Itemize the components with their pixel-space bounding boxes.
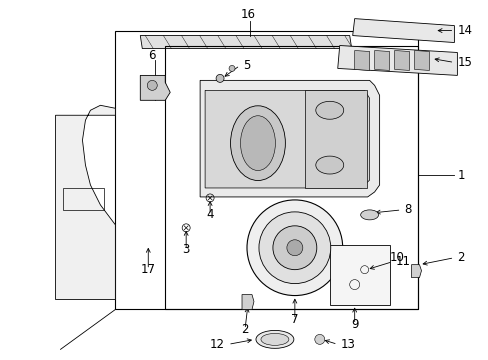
Text: 14: 14	[456, 24, 471, 37]
Text: 11: 11	[395, 255, 410, 268]
Polygon shape	[354, 50, 369, 71]
Ellipse shape	[240, 116, 275, 171]
Circle shape	[286, 240, 302, 256]
Ellipse shape	[315, 156, 343, 174]
Text: 5: 5	[243, 59, 250, 72]
Polygon shape	[140, 75, 170, 100]
Ellipse shape	[360, 210, 378, 220]
Polygon shape	[394, 50, 408, 71]
Text: 9: 9	[350, 318, 358, 331]
Text: 2: 2	[241, 323, 248, 336]
Text: 17: 17	[141, 263, 156, 276]
Bar	[329, 245, 389, 305]
Circle shape	[216, 75, 224, 82]
Text: 4: 4	[206, 208, 213, 221]
Text: 1: 1	[456, 168, 464, 181]
Polygon shape	[352, 19, 453, 42]
Text: 15: 15	[456, 56, 471, 69]
Text: 8: 8	[404, 203, 411, 216]
Polygon shape	[204, 90, 369, 188]
Ellipse shape	[315, 101, 343, 119]
Text: 2: 2	[456, 251, 464, 264]
Bar	[165, 45, 417, 310]
Text: 12: 12	[210, 338, 224, 351]
Circle shape	[147, 80, 157, 90]
Ellipse shape	[255, 330, 293, 348]
Polygon shape	[411, 265, 421, 278]
Ellipse shape	[261, 333, 288, 345]
Circle shape	[259, 212, 330, 284]
Polygon shape	[414, 50, 428, 71]
Text: 10: 10	[389, 251, 404, 264]
Bar	[115, 31, 417, 310]
Text: 3: 3	[182, 243, 189, 256]
Bar	[304, 90, 366, 188]
Text: 6: 6	[148, 49, 156, 62]
Bar	[62, 188, 104, 210]
Circle shape	[228, 66, 235, 71]
Polygon shape	[337, 45, 456, 75]
Text: 13: 13	[340, 338, 355, 351]
Text: 7: 7	[290, 313, 298, 326]
Polygon shape	[242, 294, 253, 310]
Circle shape	[246, 200, 342, 296]
Text: 16: 16	[240, 8, 255, 21]
Polygon shape	[200, 80, 379, 197]
Ellipse shape	[230, 106, 285, 180]
Polygon shape	[374, 50, 389, 71]
Circle shape	[314, 334, 324, 345]
Polygon shape	[56, 105, 115, 300]
Polygon shape	[140, 36, 351, 49]
Circle shape	[272, 226, 316, 270]
